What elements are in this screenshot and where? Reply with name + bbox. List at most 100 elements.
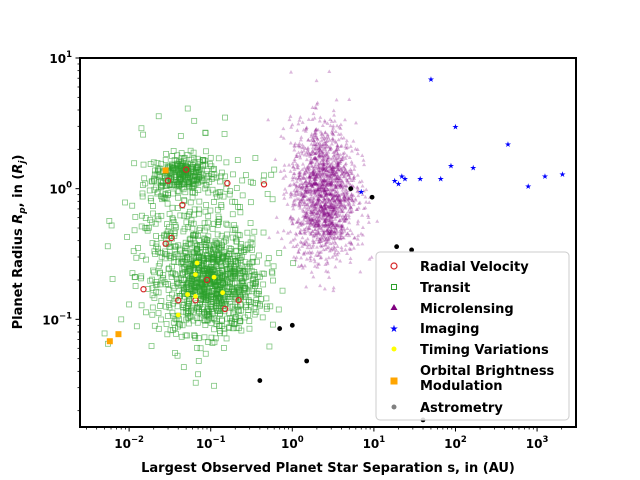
data-point — [237, 243, 244, 250]
data-point — [318, 142, 323, 147]
data-point — [283, 173, 288, 178]
data-point — [335, 151, 340, 156]
data-point — [359, 179, 364, 183]
data-point — [182, 248, 189, 255]
data-point — [209, 281, 216, 287]
data-point — [208, 334, 215, 341]
data-point — [324, 172, 329, 177]
data-point — [315, 214, 320, 219]
data-point — [339, 198, 344, 203]
data-point — [348, 167, 353, 171]
data-point — [151, 269, 157, 276]
data-point — [198, 280, 204, 287]
data-point — [335, 163, 340, 168]
data-point — [297, 143, 302, 148]
data-point — [304, 256, 309, 261]
data-point — [301, 197, 306, 201]
data-point — [338, 235, 343, 240]
data-point — [135, 245, 141, 251]
data-point — [236, 308, 242, 314]
data-point — [341, 235, 346, 240]
data-point — [317, 213, 322, 218]
data-point — [330, 169, 335, 174]
data-point — [328, 175, 333, 179]
data-point — [336, 147, 341, 152]
data-point — [343, 144, 348, 149]
data-point — [304, 157, 309, 162]
data-point — [318, 194, 323, 199]
data-point — [320, 207, 325, 211]
data-point — [190, 232, 197, 239]
data-point — [324, 161, 329, 165]
data-point — [327, 212, 332, 217]
data-point — [331, 125, 336, 130]
data-point — [308, 221, 313, 226]
data-point — [322, 178, 327, 182]
data-point — [284, 190, 289, 194]
data-point — [340, 224, 345, 229]
data-point — [243, 274, 249, 280]
data-point — [331, 136, 336, 141]
data-point — [319, 235, 324, 239]
data-point — [308, 212, 313, 217]
data-point — [316, 194, 321, 198]
data-point — [244, 229, 251, 236]
data-point — [324, 193, 329, 197]
data-point — [353, 198, 358, 202]
data-point — [321, 200, 326, 204]
data-point — [338, 159, 343, 164]
data-point — [316, 192, 321, 197]
data-point — [154, 166, 161, 173]
data-point — [340, 180, 345, 185]
data-point — [322, 193, 327, 197]
data-point — [318, 212, 323, 216]
data-point — [353, 146, 358, 151]
data-point — [360, 241, 365, 246]
data-point — [291, 164, 296, 168]
series-unlabeled — [257, 186, 426, 423]
data-point — [313, 217, 318, 222]
data-point — [283, 187, 288, 191]
data-point — [149, 292, 156, 299]
data-point — [323, 216, 328, 221]
data-point — [163, 150, 170, 157]
data-point — [295, 242, 300, 247]
data-point — [212, 238, 219, 245]
data-point — [317, 218, 322, 222]
data-point — [311, 138, 316, 143]
data-point — [294, 176, 299, 181]
data-point — [343, 162, 348, 167]
data-point — [173, 330, 179, 337]
data-point — [303, 146, 308, 151]
data-point — [294, 184, 299, 188]
data-point — [334, 176, 339, 180]
data-point — [302, 193, 307, 198]
data-point — [166, 301, 172, 308]
data-point — [334, 172, 339, 177]
data-point — [320, 185, 325, 190]
data-point — [235, 203, 241, 210]
data-point — [330, 235, 335, 240]
data-point — [343, 167, 348, 171]
data-point — [333, 231, 338, 236]
data-point — [317, 146, 322, 151]
data-point — [330, 196, 335, 200]
data-point — [334, 169, 339, 174]
data-point — [321, 213, 326, 217]
data-point — [142, 224, 149, 231]
data-point — [326, 180, 331, 185]
data-point — [322, 181, 327, 185]
data-point — [339, 226, 344, 231]
data-point — [318, 204, 323, 208]
data-point — [333, 189, 338, 194]
data-point — [310, 207, 315, 211]
data-point — [304, 193, 309, 198]
data-point — [106, 218, 113, 224]
data-point — [315, 249, 320, 254]
data-point — [355, 173, 360, 177]
data-point — [292, 202, 297, 207]
data-point — [326, 176, 331, 181]
data-point — [288, 216, 293, 221]
data-point — [355, 236, 360, 241]
data-point — [338, 159, 343, 164]
